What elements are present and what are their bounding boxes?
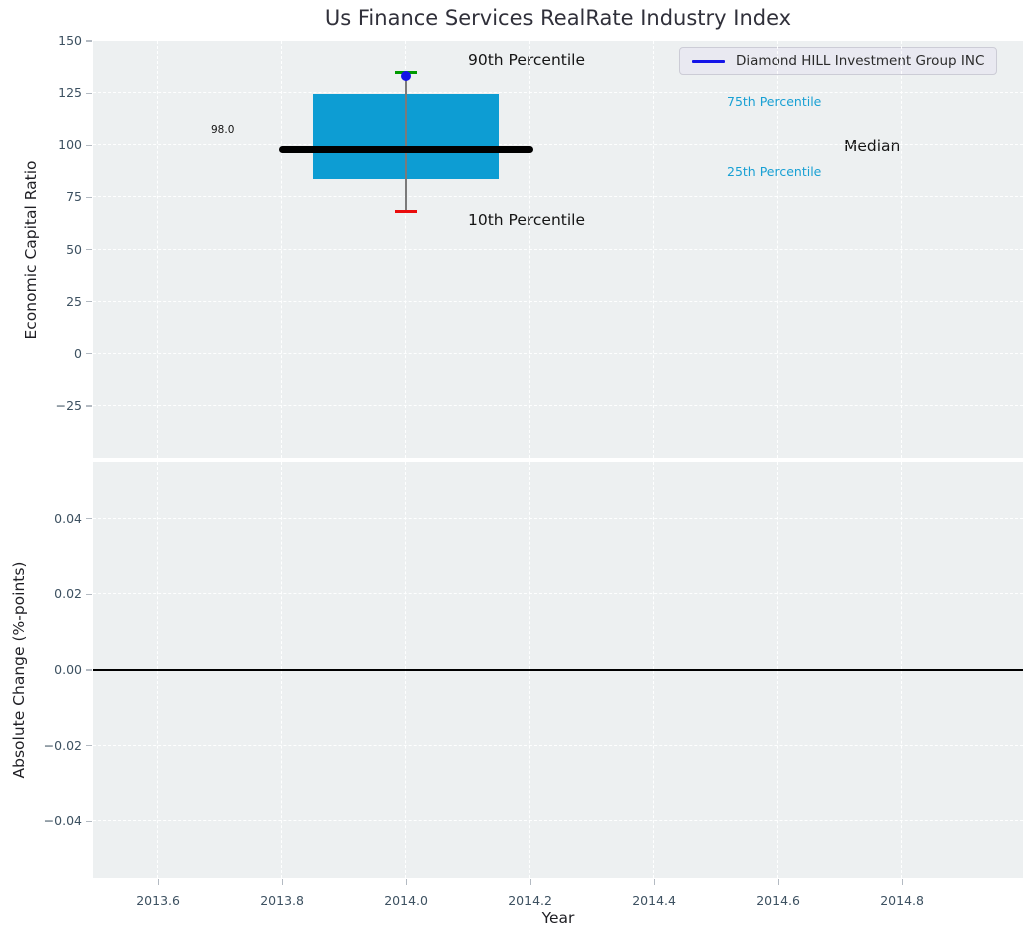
y-tick-mark [86,820,92,822]
gridline-y [93,593,1023,595]
y-tick-label: −25 [55,397,82,413]
y-tick-mark [86,745,92,747]
gridline-x [157,41,159,458]
gridline-y [93,144,1023,146]
gridline-x [405,41,407,458]
zero-line [93,669,1023,671]
annotation-25th-percentile: 25th Percentile [727,164,822,179]
x-tick-mark [157,879,159,885]
y-tick-mark [86,248,92,251]
x-tick-label: 2014.6 [756,893,800,908]
gridline-x [529,41,531,458]
y-tick-label: 125 [58,85,82,101]
annotation-90th-percentile: 90th Percentile [468,51,586,69]
y-tick-mark [86,40,92,42]
gridline-y [93,517,1023,519]
x-tick-label: 2013.6 [136,893,180,908]
gridline-x [281,41,283,458]
x-tick-label: 2014.2 [508,893,552,908]
y-tick-label: 25 [66,293,82,309]
legend-label: Diamond HILL Investment Group INC [736,53,985,69]
annotation-10th-percentile: 10th Percentile [468,211,586,229]
x-tick-mark [529,879,531,885]
x-tick-label: 2014.0 [384,893,428,908]
gridline-y [93,404,1023,406]
x-tick-label: 2013.8 [260,893,304,908]
gridline-y [93,300,1023,302]
legend-line-swatch [692,59,725,63]
gridline-y [93,92,1023,94]
annotation-median: Median [844,137,901,155]
y-tick-label: 0 [74,345,82,361]
x-tick-mark [653,879,655,885]
gridline-y [93,352,1023,354]
gridline-x [653,41,655,458]
gridline-x [901,41,903,458]
y-tick-label: 150 [58,33,82,48]
y-tick-mark [86,144,92,146]
y-tick-mark [86,196,92,199]
y-tick-mark [86,593,92,596]
y-tick-label: 100 [58,137,82,153]
annotation-75th-percentile: 75th Percentile [727,94,822,109]
x-tick-mark [901,879,903,885]
gridline-y [93,744,1023,746]
gridline-y [93,820,1023,822]
x-tick-mark [777,879,779,885]
x-axis-label: Year [541,909,575,927]
y-tick-label: 0.04 [54,510,82,526]
legend: Diamond HILL Investment Group INC [679,47,998,75]
chart-title: Us Finance Services RealRate Industry In… [324,6,792,30]
y-tick-label: 75 [66,189,82,205]
gridline-y [93,196,1023,198]
y-tick-label: 50 [66,241,82,257]
gridline-x [777,41,779,458]
x-tick-mark [281,879,283,885]
top-axes [93,41,1023,458]
y-tick-mark [86,405,92,407]
y-tick-mark [86,669,92,671]
y-tick-label: 0.00 [54,662,82,677]
gridline-y [93,248,1023,250]
median-line [279,145,534,153]
whisker-cap-low [395,210,418,214]
company-dot [401,71,412,82]
median-value-label: 98.0 [211,124,235,136]
y-tick-mark [86,353,92,355]
y-tick-label: −0.02 [43,737,82,753]
whisker-line [405,72,407,212]
y-tick-label: −0.04 [43,813,82,829]
x-tick-label: 2014.8 [880,893,924,908]
y-tick-mark [86,92,92,94]
y-tick-label: 0.02 [54,586,82,602]
x-tick-label: 2014.4 [632,893,676,908]
y-tick-mark [86,518,92,520]
y-tick-mark [86,301,92,303]
x-tick-mark [405,879,407,885]
